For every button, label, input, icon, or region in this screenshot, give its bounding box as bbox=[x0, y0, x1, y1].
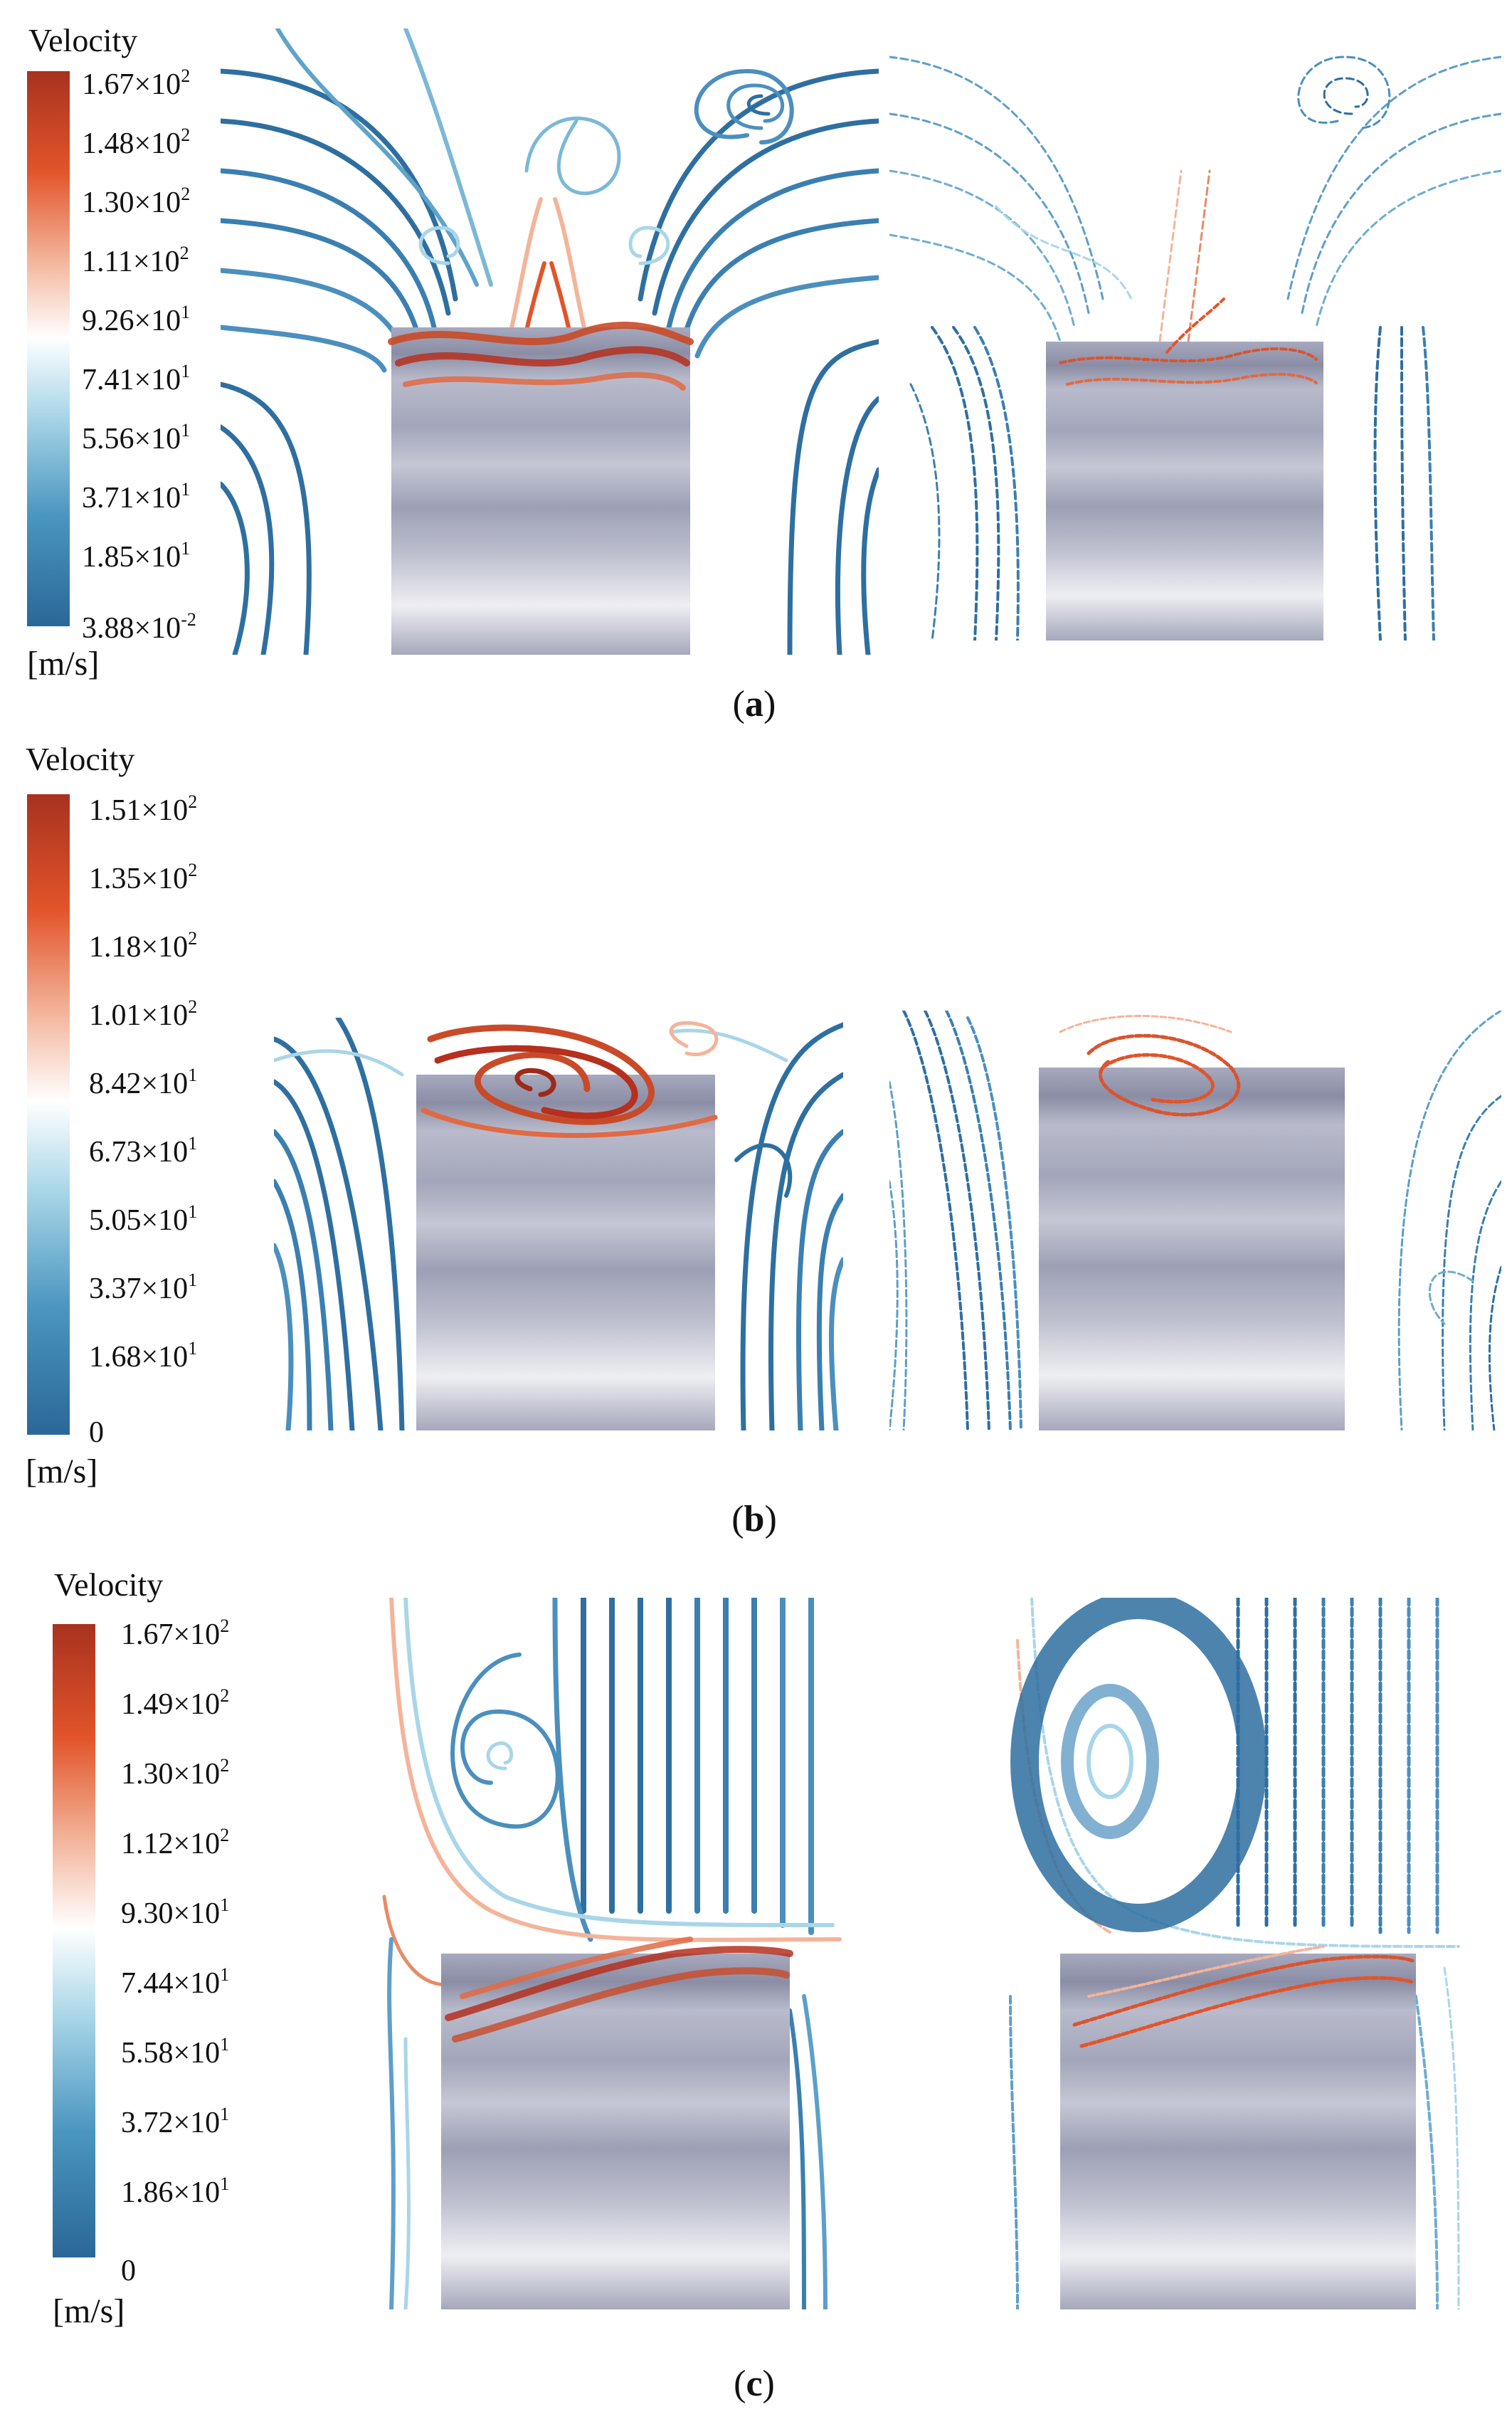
vector-plot-a bbox=[889, 28, 1501, 641]
tick-b-1: 1.35×102 bbox=[89, 860, 198, 895]
tick-c-4: 9.30×101 bbox=[121, 1894, 230, 1930]
panel-c: Velocity 1.67×102 1.49×102 1.30×102 1.12… bbox=[0, 1559, 1512, 2419]
tick-b-4: 8.42×101 bbox=[89, 1065, 198, 1100]
tick-b-6: 5.05×101 bbox=[89, 1201, 198, 1237]
tick-c-3: 1.12×102 bbox=[121, 1825, 230, 1860]
tick-b-3: 1.01×102 bbox=[89, 996, 198, 1032]
tick-a-2: 1.30×102 bbox=[82, 184, 191, 219]
tick-a-1: 1.48×102 bbox=[82, 125, 191, 160]
tick-c-2: 1.30×102 bbox=[121, 1755, 230, 1791]
tick-b-5: 6.73×101 bbox=[89, 1133, 198, 1169]
tick-a-0: 1.67×102 bbox=[82, 65, 191, 101]
tick-b-2: 1.18×102 bbox=[89, 928, 198, 964]
tick-b-0: 1.51×102 bbox=[89, 791, 198, 827]
vortex-c bbox=[1010, 1598, 1267, 1932]
panel-b: Velocity 1.51×102 1.35×102 1.18×102 1.01… bbox=[0, 740, 1512, 1559]
colorbar-a bbox=[27, 71, 70, 626]
colorbar-c bbox=[53, 1624, 95, 2257]
tick-b-9: 0 bbox=[89, 1416, 104, 1449]
vector-plot-b bbox=[889, 1011, 1501, 1430]
legend-title: Velocity bbox=[54, 1566, 164, 1603]
unit-label: [m/s] bbox=[27, 645, 100, 683]
unit-label: [m/s] bbox=[53, 2292, 125, 2330]
tick-a-6: 5.56×101 bbox=[82, 420, 191, 455]
legend-title: Velocity bbox=[28, 22, 138, 58]
streamline-plot-a bbox=[221, 28, 879, 655]
tick-a-4: 9.26×101 bbox=[82, 302, 191, 337]
streamline-plot-c bbox=[377, 1598, 847, 2309]
caption-a: (a) bbox=[732, 684, 776, 724]
vector-plot-c bbox=[1003, 1598, 1466, 2309]
streamline-plot-b bbox=[274, 1018, 843, 1430]
tick-b-8: 1.68×101 bbox=[89, 1338, 198, 1374]
caption-b: (b) bbox=[731, 1499, 777, 1539]
tick-c-0: 1.67×102 bbox=[121, 1616, 230, 1651]
caption-c: (c) bbox=[734, 2363, 775, 2404]
panel-a: Velocity 1.67×102 1.48×102 1.30×102 1.11… bbox=[0, 0, 1512, 754]
tick-a-8: 1.85×101 bbox=[82, 538, 191, 574]
unit-label: [m/s] bbox=[26, 1453, 98, 1490]
tick-c-1: 1.49×102 bbox=[121, 1685, 230, 1721]
tick-a-9: 3.88×10-2 bbox=[82, 609, 196, 645]
colorbar-b bbox=[27, 794, 70, 1435]
tick-c-8: 1.86×101 bbox=[121, 2173, 230, 2209]
tick-a-3: 1.11×102 bbox=[82, 243, 189, 278]
tick-c-6: 5.58×101 bbox=[121, 2034, 230, 2070]
tick-b-7: 3.37×101 bbox=[89, 1270, 198, 1305]
tick-c-5: 7.44×101 bbox=[121, 1964, 230, 2000]
tick-c-9: 0 bbox=[121, 2255, 136, 2287]
tick-a-7: 3.71×101 bbox=[82, 479, 191, 515]
legend-title: Velocity bbox=[26, 741, 135, 777]
tick-a-5: 7.41×101 bbox=[82, 361, 191, 396]
tick-c-7: 3.72×101 bbox=[121, 2104, 230, 2139]
